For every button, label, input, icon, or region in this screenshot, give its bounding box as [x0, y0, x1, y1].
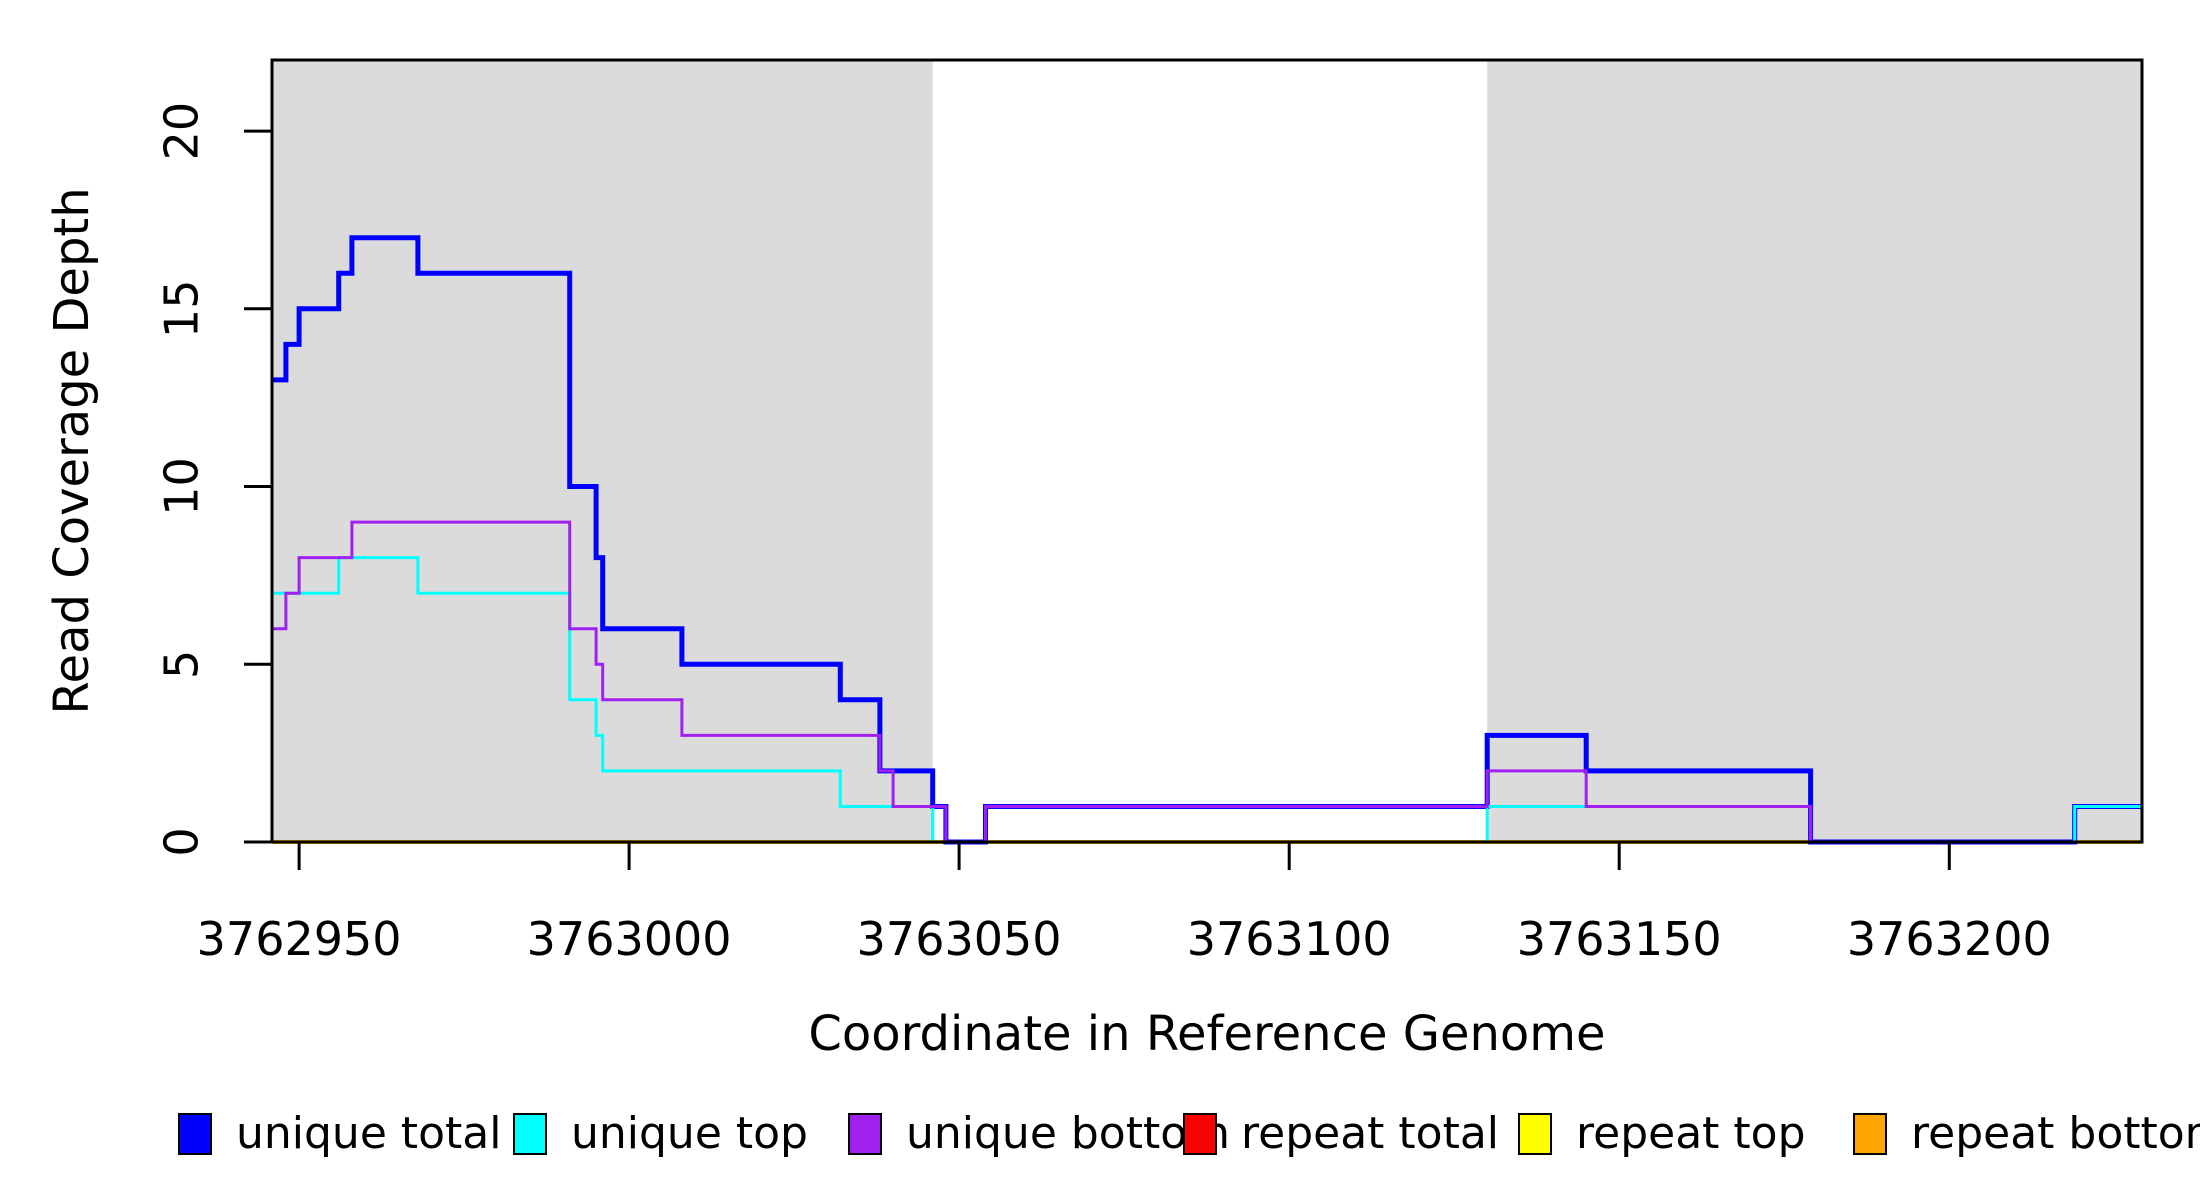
- shaded-region-1: [272, 60, 933, 842]
- legend-item-repeat-top: repeat top: [1518, 1108, 1806, 1159]
- legend-swatch-unique-total: [178, 1112, 212, 1155]
- shaded-region-2: [1487, 60, 2142, 842]
- legend-swatch-unique-bottom: [848, 1112, 882, 1155]
- plot-border-box: [270, 58, 2144, 844]
- x-axis-layer: 3762950 3763000 3763050 3763100 3763150 37632…: [197, 842, 2052, 966]
- x-tick-label: 3763150: [1517, 912, 1722, 966]
- x-tick-label: 3762950: [197, 912, 402, 966]
- y-tick-label: 0: [155, 827, 209, 856]
- series-line-unique-total: [272, 235, 2142, 845]
- x-tick-label: 3763000: [527, 912, 732, 966]
- y-tick-label: 15: [155, 280, 209, 339]
- legend-item-unique-total: unique total: [178, 1108, 501, 1159]
- y-axis-title: Read Coverage Depth: [44, 187, 100, 714]
- legend-label: repeat top: [1576, 1108, 1806, 1159]
- x-tick-label: 3763050: [857, 912, 1062, 966]
- legend-label: unique top: [571, 1108, 808, 1159]
- x-tick-label: 3763200: [1847, 912, 2052, 966]
- y-tick-label: 20: [155, 102, 209, 161]
- legend-label: repeat bottom: [1911, 1108, 2200, 1159]
- chart-legend: unique total unique top unique bottom repea…: [0, 0, 2200, 1159]
- shaded-regions-layer: [272, 60, 2142, 842]
- legend-swatch-repeat-top: [1518, 1112, 1552, 1155]
- series-line-unique-bottom: [272, 520, 2142, 844]
- legend-swatch-repeat-total: [1183, 1112, 1217, 1155]
- legend-item-unique-bottom: unique bottom: [848, 1108, 1230, 1159]
- legend-swatch-repeat-bottom: [1853, 1112, 1887, 1155]
- legend-item-unique-top: unique top: [513, 1108, 808, 1159]
- x-axis-title: Coordinate in Reference Genome: [808, 1006, 1605, 1062]
- legend-item-repeat-bottom: repeat bottom: [1853, 1108, 2200, 1159]
- y-tick-label: 10: [155, 457, 209, 516]
- x-tick-label: 3763100: [1187, 912, 1392, 966]
- legend-item-repeat-total: repeat total: [1183, 1108, 1499, 1159]
- legend-label: unique bottom: [906, 1108, 1231, 1159]
- y-axis-layer: 0 5 10 15 20: [155, 102, 272, 857]
- legend-label: repeat total: [1241, 1108, 1500, 1159]
- y-tick-label: 5: [155, 650, 209, 679]
- legend-swatch-unique-top: [513, 1112, 547, 1155]
- legend-label: unique total: [236, 1108, 502, 1159]
